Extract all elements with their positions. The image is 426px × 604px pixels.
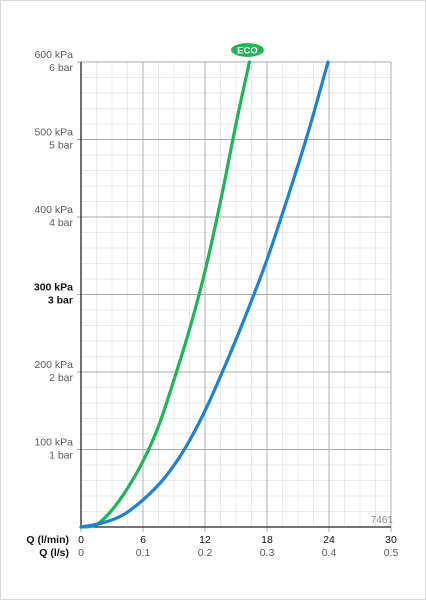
x-tick-label-ls: 0.2 — [198, 547, 213, 559]
x-tick-label-ls: 0.4 — [322, 547, 337, 559]
eco-badge-shape — [229, 41, 266, 59]
x-tick-label-lmin: 18 — [261, 534, 273, 546]
y-tick-label-bar: 6 bar — [49, 62, 73, 74]
standard-curve — [79, 60, 330, 529]
x-tick-label-lmin: 12 — [199, 534, 211, 546]
x-tick-label-lmin: 30 — [385, 534, 397, 546]
x-axis-label-lmin: Q (l/min) — [26, 534, 69, 546]
y-tick-label-kpa: 300 kPa — [34, 282, 73, 294]
x-tick-label-ls: 0.5 — [384, 547, 399, 559]
y-tick-label-kpa: 600 kPa — [34, 49, 73, 61]
x-tick-label-ls: 0.1 — [136, 547, 151, 559]
y-tick-label-bar: 3 bar — [48, 295, 73, 307]
eco-badge-label: ECO — [237, 46, 258, 57]
y-tick-label-kpa: 400 kPa — [34, 204, 73, 216]
y-tick-label-bar: 1 bar — [49, 450, 73, 462]
y-tick-label-kpa: 200 kPa — [34, 359, 73, 371]
y-tick-label-bar: 5 bar — [49, 140, 73, 152]
y-tick-label-bar: 2 bar — [49, 372, 73, 384]
x-tick-label-lmin: 0 — [78, 534, 84, 546]
axes — [80, 62, 391, 528]
eco-curve — [79, 60, 252, 529]
x-tick-label-ls: 0.3 — [260, 547, 275, 559]
y-tick-label-bar: 4 bar — [49, 217, 73, 229]
y-tick-label-kpa: 500 kPa — [34, 127, 73, 139]
x-tick-label-ls: 0 — [78, 547, 84, 559]
y-tick-label-kpa: 100 kPa — [34, 437, 73, 449]
x-axis-label-ls: Q (l/s) — [39, 547, 69, 559]
curves — [79, 60, 330, 529]
x-tick-label-lmin: 24 — [323, 534, 335, 546]
chart-code: 7461 — [371, 515, 394, 526]
eco-badge: ECO — [229, 41, 266, 59]
x-tick-label-lmin: 6 — [140, 534, 146, 546]
